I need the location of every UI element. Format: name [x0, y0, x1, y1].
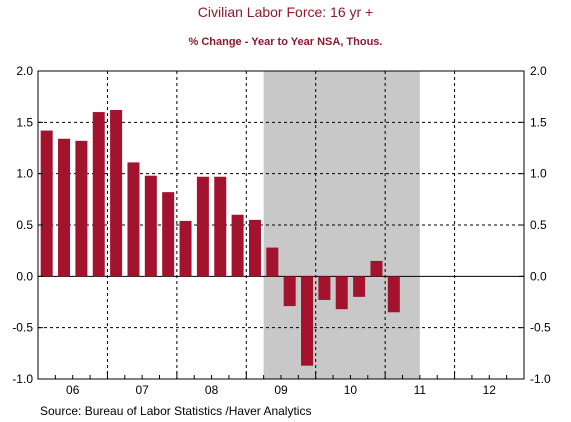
bar	[196, 176, 209, 277]
bar	[353, 276, 366, 297]
bar	[179, 220, 192, 277]
x-tick-label: 11	[414, 383, 427, 397]
bar	[127, 162, 140, 277]
y-tick-label-right: -0.5	[530, 321, 551, 335]
y-tick-label-left: 0.0	[16, 269, 33, 283]
y-tick-label-right: 1.5	[530, 115, 547, 129]
y-tick-label-right: 0.5	[530, 218, 547, 232]
chart-title: Civilian Labor Force: 16 yr +	[197, 4, 374, 20]
y-tick-label-right: 1.0	[530, 167, 547, 181]
y-tick-label-left: 1.5	[16, 115, 33, 129]
bar	[387, 276, 400, 313]
y-tick-label-left: -0.5	[12, 321, 33, 335]
x-tick-label: 07	[135, 383, 149, 397]
bar	[58, 138, 71, 277]
source-note: Source: Bureau of Labor Statistics /Have…	[40, 404, 312, 418]
y-tick-label-right: 2.0	[530, 64, 547, 78]
bar	[335, 276, 348, 310]
bar	[214, 176, 227, 277]
bar	[283, 276, 296, 307]
recession-shading	[263, 71, 420, 379]
bar	[110, 110, 123, 277]
bar	[266, 247, 279, 277]
y-tick-label-left: 0.5	[16, 218, 33, 232]
bar	[75, 140, 88, 277]
y-tick-label-left: 1.0	[16, 167, 33, 181]
bar	[162, 192, 175, 277]
bar	[92, 112, 105, 277]
bar	[144, 175, 157, 277]
x-tick-label: 12	[483, 383, 497, 397]
bar	[248, 219, 261, 277]
bar	[370, 260, 383, 277]
y-tick-label-left: 2.0	[16, 64, 33, 78]
bar	[231, 214, 244, 277]
bar	[40, 130, 53, 277]
y-tick-label-left: -1.0	[12, 372, 33, 386]
y-tick-label-right: 0.0	[530, 269, 547, 283]
bar	[318, 276, 331, 300]
x-tick-label: 08	[205, 383, 219, 397]
x-tick-label: 09	[274, 383, 288, 397]
x-tick-label: 06	[66, 383, 80, 397]
chart-subtitle: % Change - Year to Year NSA, Thous.	[188, 36, 383, 48]
bar	[301, 276, 314, 366]
x-tick-label: 10	[344, 383, 358, 397]
y-tick-label-right: -1.0	[530, 372, 551, 386]
